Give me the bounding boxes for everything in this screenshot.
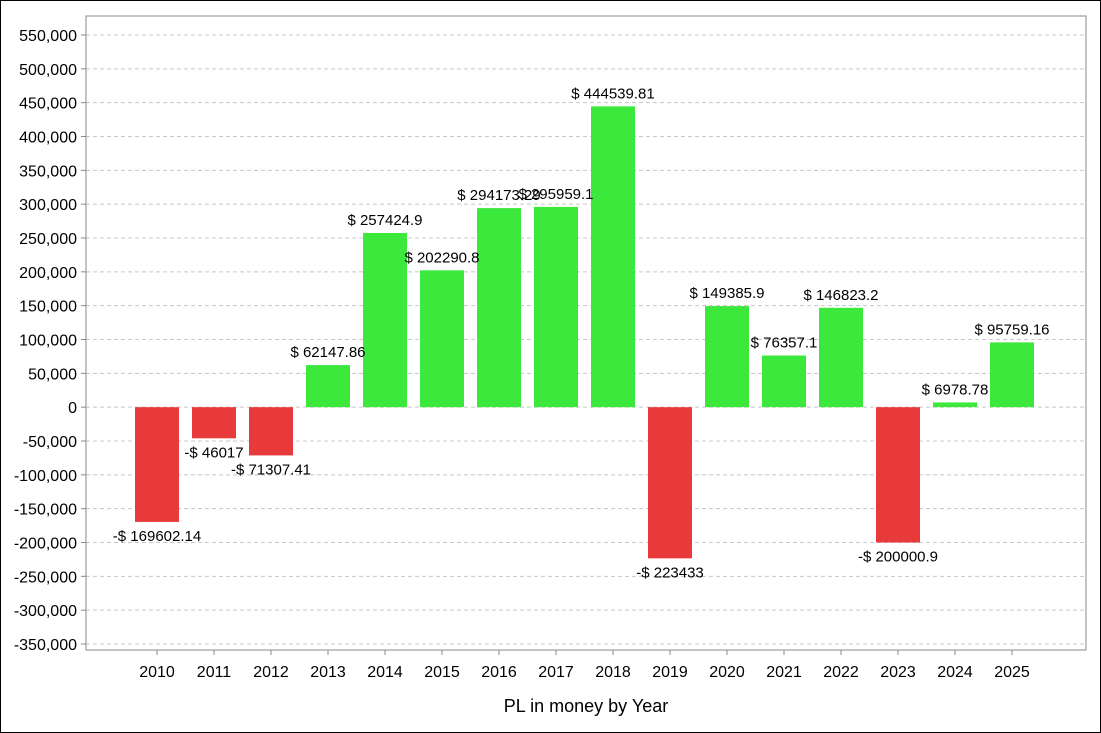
data-label-2019: -$ 223433 — [636, 564, 704, 581]
data-label-2023: -$ 200000.9 — [858, 549, 938, 566]
bar-2022 — [819, 307, 863, 408]
data-label-2025: $ 95759.16 — [974, 321, 1049, 338]
bar-2024 — [933, 402, 977, 408]
bar-2019 — [648, 407, 692, 559]
y-tick-label: 400,000 — [19, 130, 77, 147]
bar-2014 — [363, 232, 407, 408]
x-tick-label-2013: 2013 — [310, 664, 346, 681]
bar-2023 — [876, 407, 920, 543]
x-axis-title: PL in money by Year — [504, 696, 668, 716]
x-tick-label-2015: 2015 — [424, 664, 460, 681]
bar-2020 — [705, 306, 749, 408]
bar-2017 — [534, 206, 578, 408]
y-tick-label: 450,000 — [19, 96, 77, 113]
y-tick-label: 250,000 — [19, 231, 77, 248]
bar-2021 — [762, 355, 806, 408]
data-label-2021: $ 76357.1 — [751, 334, 818, 351]
data-label-2015: $ 202290.8 — [404, 249, 479, 266]
y-tick-label: -100,000 — [14, 468, 77, 485]
x-tick-label-2017: 2017 — [538, 664, 574, 681]
x-tick-label-2012: 2012 — [253, 664, 289, 681]
y-tick-label: -250,000 — [14, 569, 77, 586]
data-label-2016: $ 294173.29 — [457, 187, 540, 204]
x-tick-label-2018: 2018 — [595, 664, 631, 681]
y-tick-label: 500,000 — [19, 62, 77, 79]
y-tick-label: 300,000 — [19, 197, 77, 214]
plot-area-border — [85, 15, 1087, 651]
x-tick-label-2011: 2011 — [197, 664, 232, 681]
y-tick-label: -350,000 — [14, 637, 77, 654]
data-label-2022: $ 146823.2 — [803, 287, 878, 304]
data-label-2018: $ 444539.81 — [571, 85, 654, 102]
data-label-2013: $ 62147.86 — [290, 344, 365, 361]
data-labels: -$ 169602.14 -$ 46017-$ 71307.41 $ 62147.8… — [113, 85, 1050, 581]
x-tick-label-2024: 2024 — [937, 664, 973, 681]
bar-2010 — [135, 407, 179, 522]
x-tick-label-2025: 2025 — [994, 664, 1030, 681]
bar-2016 — [477, 208, 521, 408]
bar-2013 — [306, 365, 350, 408]
data-label-2024: $ 6978.78 — [922, 381, 989, 398]
y-tick-label: 100,000 — [19, 333, 77, 350]
y-tick-label: -300,000 — [14, 603, 77, 620]
axes: 550,000 500,000 450,000 400,000 350,000 300,0… — [14, 15, 1087, 681]
bar-2011 — [192, 407, 236, 439]
data-label-2014: $ 257424.9 — [347, 212, 422, 229]
data-label-2020: $ 149385.9 — [689, 285, 764, 302]
x-tick-label-2022: 2022 — [823, 664, 859, 681]
x-tick-label-2016: 2016 — [481, 664, 517, 681]
y-tick-label: -50,000 — [23, 434, 77, 451]
y-tick-label: -200,000 — [14, 536, 77, 553]
y-tick-label: 550,000 — [19, 28, 77, 45]
y-tick-label: 150,000 — [19, 299, 77, 316]
x-tick-label-2019: 2019 — [652, 664, 688, 681]
y-tick-label: -150,000 — [14, 502, 77, 519]
y-tick-label: 350,000 — [19, 163, 77, 180]
y-tick-label: 200,000 — [19, 265, 77, 282]
bar-2015 — [420, 270, 464, 408]
x-tick-label-2023: 2023 — [880, 664, 916, 681]
y-tick-label: 50,000 — [28, 366, 77, 383]
y-tick-label: 0 — [68, 400, 77, 417]
x-tick-label-2014: 2014 — [367, 664, 403, 681]
bar-2018 — [591, 106, 635, 408]
bar-2012 — [249, 407, 293, 456]
data-label-2012: -$ 71307.41 — [231, 461, 311, 478]
x-tick-label-2020: 2020 — [709, 664, 745, 681]
data-label-2011: -$ 46017 — [184, 444, 243, 461]
data-label-2017: $ 295959.1 — [518, 186, 593, 203]
bars — [135, 106, 1034, 559]
data-label-2010: -$ 169602.14 — [113, 528, 201, 545]
bar-2025 — [990, 342, 1034, 408]
x-tick-label-2021: 2021 — [766, 664, 802, 681]
x-tick-label-2010: 2010 — [139, 664, 175, 681]
